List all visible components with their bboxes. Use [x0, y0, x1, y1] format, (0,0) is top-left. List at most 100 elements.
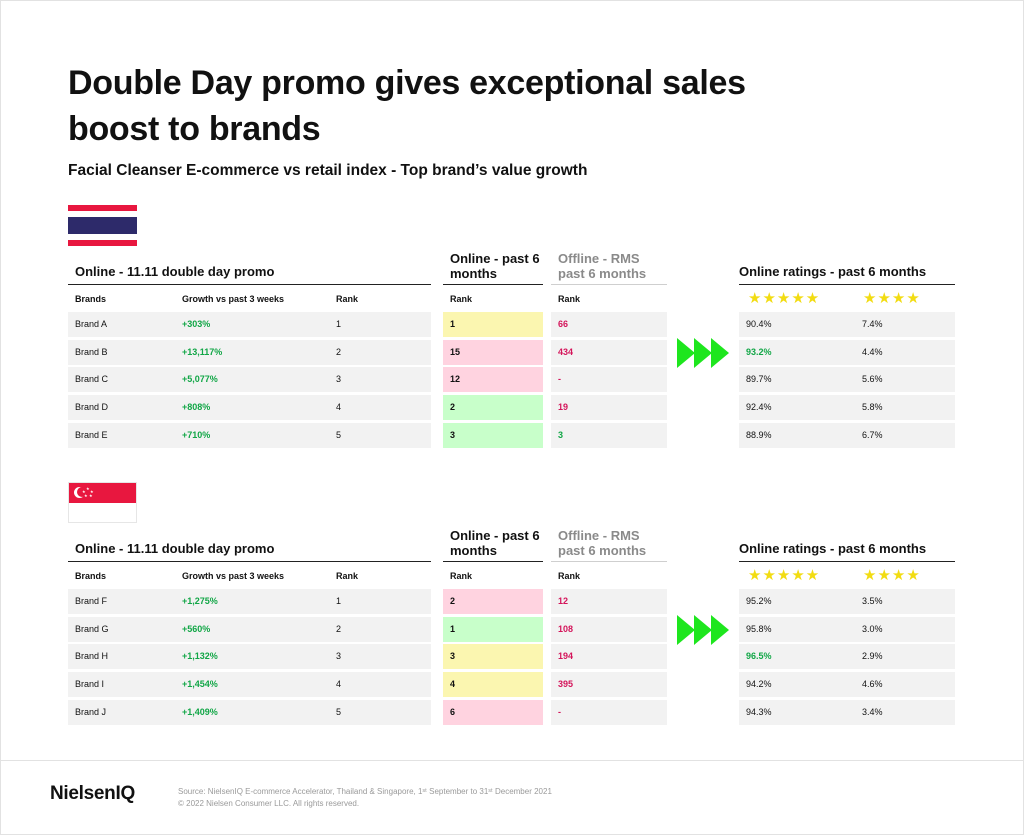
singapore-flag-icon: ★ ★ ★ ★ ★: [68, 482, 137, 523]
ratings-row: [739, 644, 955, 670]
table-row: [68, 339, 431, 365]
rank-value: 3: [336, 651, 342, 662]
promo-table-title: Online - 11.11 double day promo: [75, 264, 275, 279]
header-divider: [739, 284, 955, 285]
brand-name: Brand H: [75, 651, 109, 662]
growth-value: +808%: [182, 402, 211, 413]
five-star-share: 90.4%: [746, 319, 772, 329]
table-row: [68, 422, 431, 448]
growth-value: +5,077%: [182, 374, 218, 385]
online-rank-cell: 2: [443, 395, 543, 421]
rank-value: 4: [336, 679, 342, 690]
five-star-share: 94.2%: [746, 679, 772, 690]
five-star-share: 96.5%: [746, 651, 772, 662]
table-row: [68, 644, 431, 670]
offline-rank-cell: -: [551, 367, 667, 393]
brand-name: Brand D: [75, 402, 109, 413]
brand-name: Brand I: [75, 679, 105, 690]
growth-value: +1,275%: [182, 596, 218, 606]
four-star-share: 3.0%: [862, 623, 883, 634]
rank-value: 1: [336, 319, 342, 329]
four-star-share: 5.6%: [862, 374, 883, 385]
rank-value: 5: [336, 429, 342, 440]
offline-rank-cell: 194: [551, 644, 667, 670]
column-header-offline-rank: Rank: [558, 294, 581, 304]
table-row: [68, 395, 431, 421]
table-row: [68, 367, 431, 393]
column-header-growth: Growth vs past 3 weeks: [182, 294, 285, 304]
online-rank-cell: 12: [443, 367, 543, 393]
footer-divider: [0, 760, 1024, 761]
table-row: [68, 699, 431, 725]
ratings-row: [739, 699, 955, 725]
ratings-row: [739, 422, 955, 448]
page-subtitle: Facial Cleanser E-commerce vs retail ind…: [68, 162, 588, 179]
rank-value: 2: [336, 346, 342, 357]
brand-name: Brand G: [75, 623, 109, 634]
brand-name: Brand A: [75, 319, 108, 329]
rank-value: 2: [336, 623, 342, 634]
five-star-share: 92.4%: [746, 402, 772, 413]
growth-value: +1,454%: [182, 679, 218, 690]
online-rank-cell: 4: [443, 672, 543, 698]
ratings-table-title: Online ratings - past 6 months: [739, 541, 927, 556]
four-star-share: 2.9%: [862, 651, 883, 662]
copyright-line: © 2022 Nielsen Consumer LLC. All rights …: [178, 799, 360, 808]
brand-name: Brand B: [75, 346, 108, 357]
four-star-share: 4.6%: [862, 679, 883, 690]
column-header-offline-rank: Rank: [558, 571, 581, 581]
offline-rank-cell: 434: [551, 339, 667, 365]
offline-rank-cell: 66: [551, 312, 667, 337]
column-header-online-rank: Rank: [450, 571, 473, 581]
online-rank-cell: 2: [443, 589, 543, 614]
column-header-rank: Rank: [336, 571, 359, 581]
source-note: Source: NielsenIQ E-commerce Accelerator…: [178, 786, 552, 810]
online-table-title: Online - past 6 months: [450, 528, 540, 558]
offline-rank-cell: 108: [551, 616, 667, 642]
promo-table-title: Online - 11.11 double day promo: [75, 541, 275, 556]
header-divider: [551, 561, 667, 562]
five-star-share: 93.2%: [746, 346, 772, 357]
page-title: Double Day promo gives exceptional sales…: [68, 64, 746, 148]
offline-rank-cell: -: [551, 699, 667, 725]
four-star-share: 4.4%: [862, 346, 883, 357]
offline-table-title: Offline - RMS past 6 months: [558, 528, 647, 558]
four-star-icon: ★★★★: [863, 567, 921, 584]
rank-value: 4: [336, 402, 342, 413]
online-rank-cell: 3: [443, 644, 543, 670]
four-star-share: 7.4%: [862, 319, 883, 329]
header-divider: [68, 561, 431, 562]
ratings-row: [739, 616, 955, 642]
four-star-share: 3.5%: [862, 596, 883, 606]
growth-value: +560%: [182, 623, 211, 634]
five-star-share: 88.9%: [746, 429, 772, 440]
online-rank-cell: 1: [443, 616, 543, 642]
column-header-brands: Brands: [75, 294, 107, 304]
five-star-share: 95.8%: [746, 623, 772, 634]
column-header-growth: Growth vs past 3 weeks: [182, 571, 285, 581]
table-row: [68, 589, 431, 614]
online-table-title: Online - past 6 months: [450, 251, 540, 281]
table-row: [68, 312, 431, 337]
offline-table-title: Offline - RMS past 6 months: [558, 251, 647, 281]
brand-name: Brand J: [75, 706, 107, 717]
source-line: Source: NielsenIQ E-commerce Accelerator…: [178, 787, 552, 796]
growth-value: +1,409%: [182, 706, 218, 717]
ratings-row: [739, 672, 955, 698]
column-header-brands: Brands: [75, 571, 107, 581]
offline-rank-cell: 19: [551, 395, 667, 421]
rank-value: 1: [336, 596, 342, 606]
table-row: [68, 616, 431, 642]
ratings-row: [739, 395, 955, 421]
rank-value: 5: [336, 706, 342, 717]
column-header-online-rank: Rank: [450, 294, 473, 304]
header-divider: [68, 284, 431, 285]
ratings-row: [739, 367, 955, 393]
ratings-row: [739, 339, 955, 365]
brand-name: Brand F: [75, 596, 108, 606]
offline-rank-cell: 12: [551, 589, 667, 614]
four-star-icon: ★★★★: [863, 290, 921, 307]
five-star-icon: ★★★★★: [748, 290, 821, 307]
online-rank-cell: 3: [443, 422, 543, 448]
header-divider: [443, 561, 543, 562]
